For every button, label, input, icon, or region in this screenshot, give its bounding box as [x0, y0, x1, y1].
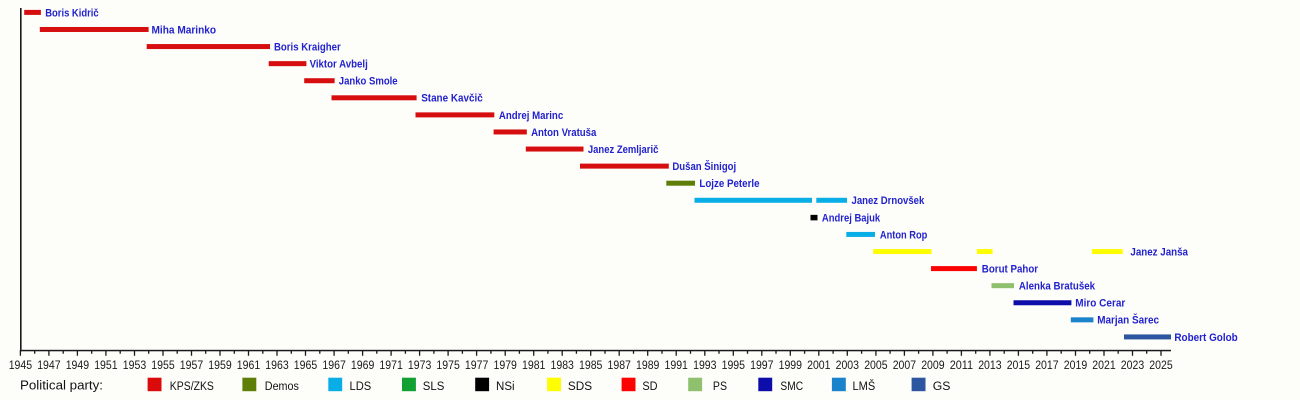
svg-text:1959: 1959 — [208, 359, 231, 372]
svg-text:1955: 1955 — [151, 359, 174, 372]
svg-text:1993: 1993 — [693, 359, 716, 372]
svg-text:Miha Marinko: Miha Marinko — [152, 24, 217, 36]
svg-text:Janez Janša: Janez Janša — [1130, 246, 1188, 258]
svg-text:Janko Smole: Janko Smole — [339, 76, 398, 88]
svg-text:Miro Cerar: Miro Cerar — [1075, 298, 1126, 310]
svg-text:1965: 1965 — [294, 359, 317, 372]
svg-text:2011: 2011 — [950, 359, 973, 372]
svg-text:LMŠ: LMŠ — [853, 378, 876, 393]
svg-text:1991: 1991 — [665, 359, 688, 372]
svg-text:1975: 1975 — [436, 359, 459, 372]
svg-text:LDS: LDS — [350, 379, 372, 393]
svg-text:SLS: SLS — [423, 379, 445, 393]
svg-text:1957: 1957 — [180, 359, 203, 372]
svg-text:Alenka Bratušek: Alenka Bratušek — [1019, 281, 1096, 293]
svg-text:Janez Drnovšek: Janez Drnovšek — [852, 195, 926, 207]
svg-text:NSi: NSi — [496, 379, 515, 393]
svg-text:1951: 1951 — [94, 359, 117, 372]
svg-text:1967: 1967 — [322, 359, 345, 372]
svg-text:Lojze Peterle: Lojze Peterle — [699, 178, 759, 190]
svg-text:Viktor Avbelj: Viktor Avbelj — [310, 59, 368, 71]
svg-text:Political party:: Political party: — [20, 377, 103, 392]
svg-text:Stane Kavčič: Stane Kavčič — [421, 93, 483, 105]
svg-text:Marjan Šarec: Marjan Šarec — [1097, 314, 1159, 327]
svg-text:1983: 1983 — [551, 359, 574, 372]
svg-text:2005: 2005 — [864, 359, 887, 372]
svg-text:1945: 1945 — [9, 359, 32, 372]
svg-text:Demos: Demos — [265, 379, 299, 393]
svg-text:KPS/ZKS: KPS/ZKS — [170, 379, 214, 393]
svg-text:1977: 1977 — [465, 359, 488, 372]
svg-text:2019: 2019 — [1064, 359, 1087, 372]
svg-text:Boris Kraigher: Boris Kraigher — [274, 41, 341, 53]
svg-text:SD: SD — [642, 379, 657, 393]
svg-text:SDS: SDS — [568, 379, 592, 393]
svg-text:1961: 1961 — [237, 359, 260, 372]
svg-text:2021: 2021 — [1092, 359, 1115, 372]
svg-text:Andrej Bajuk: Andrej Bajuk — [822, 212, 881, 224]
svg-text:GS: GS — [933, 379, 951, 393]
svg-text:1989: 1989 — [636, 359, 659, 372]
svg-text:1949: 1949 — [66, 359, 89, 372]
svg-text:1947: 1947 — [37, 359, 60, 372]
svg-text:1971: 1971 — [379, 359, 402, 372]
svg-text:Anton Vratuša: Anton Vratuša — [531, 127, 597, 139]
svg-text:2013: 2013 — [978, 359, 1001, 372]
svg-text:1979: 1979 — [494, 359, 517, 372]
svg-text:Anton Rop: Anton Rop — [880, 229, 928, 241]
svg-text:1995: 1995 — [722, 359, 745, 372]
svg-text:2023: 2023 — [1121, 359, 1144, 372]
svg-text:2007: 2007 — [893, 359, 916, 372]
svg-text:1981: 1981 — [522, 359, 545, 372]
svg-text:Borut Pahor: Borut Pahor — [982, 264, 1039, 276]
svg-text:1985: 1985 — [579, 359, 602, 372]
svg-text:1973: 1973 — [408, 359, 431, 372]
svg-text:2009: 2009 — [921, 359, 944, 372]
svg-text:SMC: SMC — [780, 379, 803, 393]
svg-text:Boris Kidrič: Boris Kidrič — [45, 7, 98, 19]
svg-text:2015: 2015 — [1007, 359, 1030, 372]
svg-text:Janez Zemljarič: Janez Zemljarič — [588, 144, 659, 156]
svg-text:1997: 1997 — [750, 359, 773, 372]
svg-text:1969: 1969 — [351, 359, 374, 372]
svg-text:2017: 2017 — [1035, 359, 1058, 372]
svg-text:1987: 1987 — [608, 359, 631, 372]
svg-text:1963: 1963 — [265, 359, 288, 372]
svg-text:PS: PS — [713, 379, 727, 393]
svg-text:1999: 1999 — [779, 359, 802, 372]
svg-text:Andrej Marinc: Andrej Marinc — [499, 110, 563, 122]
svg-text:2003: 2003 — [836, 359, 859, 372]
svg-text:Robert Golob: Robert Golob — [1174, 332, 1238, 344]
svg-text:2001: 2001 — [807, 359, 830, 372]
svg-text:Dušan Šinigoj: Dušan Šinigoj — [672, 160, 736, 173]
svg-text:2025: 2025 — [1149, 359, 1172, 372]
svg-text:1953: 1953 — [123, 359, 146, 372]
